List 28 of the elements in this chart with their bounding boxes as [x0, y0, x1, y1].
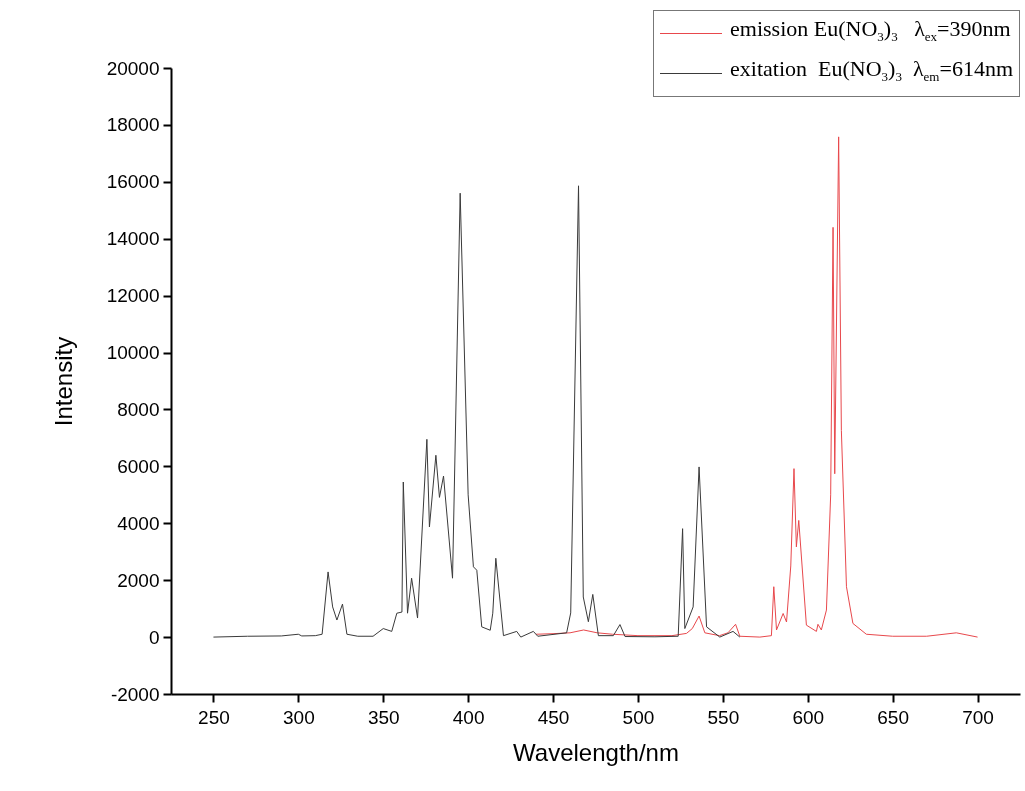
x-tick-label: 650	[877, 706, 909, 728]
y-tick-label: 4000	[117, 512, 160, 534]
x-tick-label: 250	[198, 706, 230, 728]
y-tick-label: 0	[148, 626, 160, 648]
line-series	[535, 136, 979, 638]
x-tick-label: 400	[452, 706, 485, 728]
x-tick-label: 550	[707, 706, 740, 728]
y-axis-title: Intensity	[49, 336, 77, 427]
y-tick-label: 18000	[106, 114, 160, 136]
x-tick-label: 500	[622, 706, 655, 728]
x-tick-label: 300	[283, 706, 315, 728]
y-tick-label: 12000	[106, 285, 160, 307]
legend-label: exitation Eu(NO$_{3}$)$_{3}$ λ$_{em}$=614nm	[730, 55, 1013, 87]
x-tick-label: 600	[792, 706, 825, 728]
y-tick-label: 6000	[117, 455, 160, 477]
x-tick-label: 700	[962, 706, 994, 728]
y-tick-label: -2000	[110, 683, 160, 705]
y-tick-label: 2000	[117, 569, 160, 591]
x-tick-label: 450	[537, 706, 570, 728]
y-tick-label: 14000	[106, 228, 160, 250]
y-tick-label: 16000	[106, 171, 160, 193]
line-series	[212, 185, 741, 638]
y-tick-label: 10000	[106, 342, 160, 364]
x-axis-title: Wavelength/nm	[513, 738, 679, 766]
x-tick-label: 350	[367, 706, 400, 728]
y-tick-label: 20000	[106, 57, 160, 79]
text: emission Eu(NO$_{3}$)$_{3}$ λ$_{ex}$=390nm	[730, 16, 1011, 45]
y-tick-label: 8000	[117, 398, 160, 420]
